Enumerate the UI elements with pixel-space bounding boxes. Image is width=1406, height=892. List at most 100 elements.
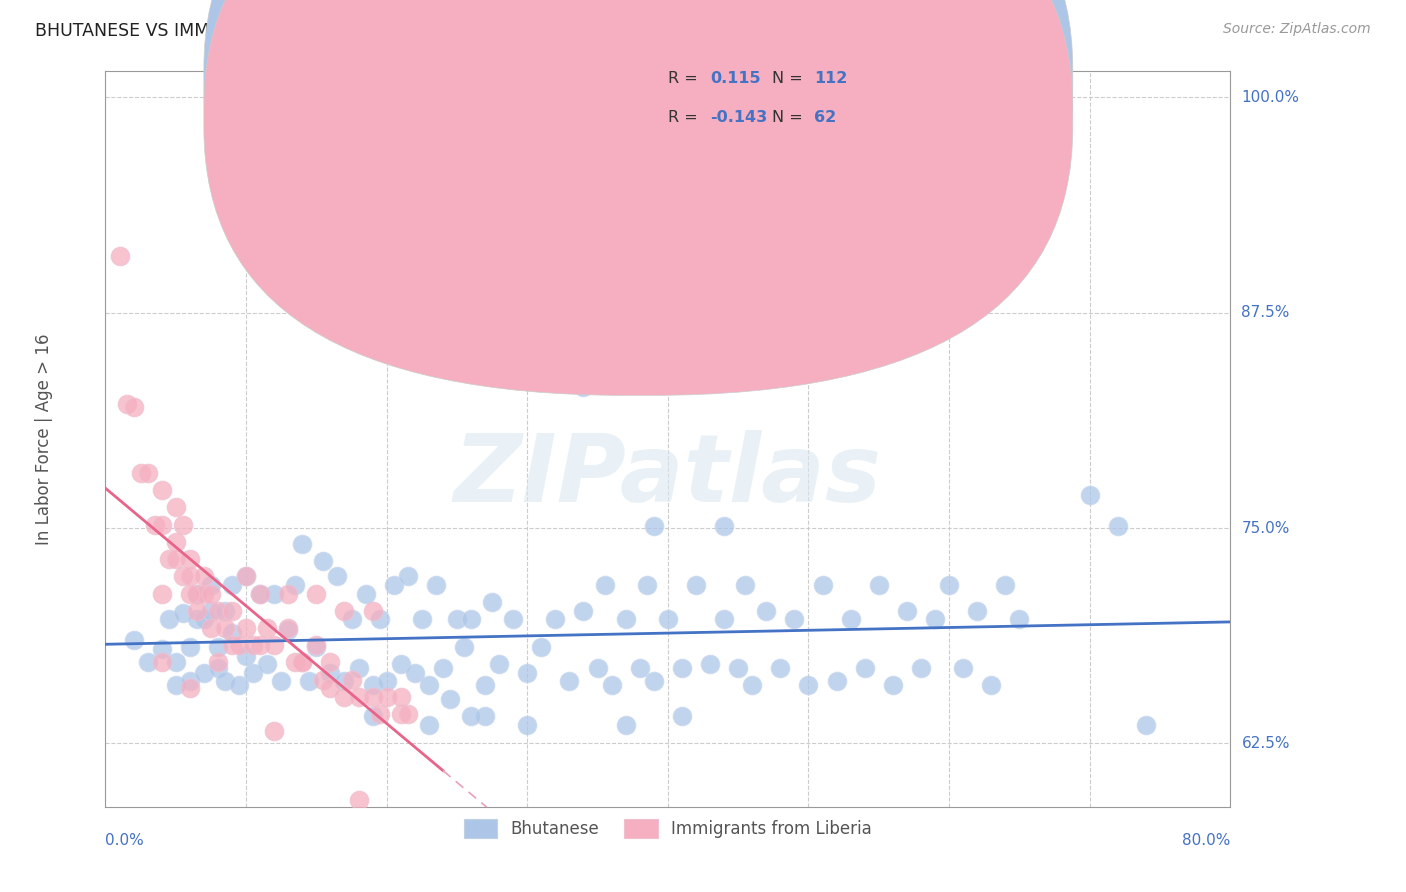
Point [347, 661, 370, 675]
Point [404, 665, 426, 680]
Point [143, 517, 166, 532]
Point [593, 578, 616, 592]
Point [221, 626, 243, 640]
Point [150, 483, 173, 497]
Point [389, 690, 412, 704]
Point [136, 466, 159, 480]
Point [122, 633, 145, 648]
Point [242, 665, 264, 680]
Point [291, 656, 314, 670]
Point [340, 612, 363, 626]
Point [896, 604, 918, 618]
Point [727, 661, 749, 675]
Point [446, 612, 468, 626]
Point [291, 656, 314, 670]
Point [797, 678, 820, 692]
Point [256, 657, 278, 672]
Point [157, 552, 180, 566]
Point [200, 578, 222, 592]
Point [1107, 519, 1129, 533]
Point [319, 681, 342, 696]
Point [284, 578, 307, 592]
Point [361, 690, 384, 704]
Point [657, 612, 679, 626]
Point [312, 673, 335, 687]
Point [389, 657, 412, 672]
Point [361, 678, 384, 692]
Text: N =: N = [772, 110, 808, 125]
Point [558, 674, 581, 689]
Text: 75.0%: 75.0% [1241, 521, 1289, 535]
Point [165, 500, 187, 515]
Point [214, 674, 236, 689]
Point [277, 586, 299, 600]
Text: 62: 62 [814, 110, 837, 125]
Point [586, 661, 609, 675]
Point [643, 519, 665, 533]
Point [270, 674, 292, 689]
Point [643, 674, 665, 689]
Point [825, 674, 848, 689]
Point [207, 656, 229, 670]
Point [924, 612, 946, 626]
Point [361, 604, 384, 618]
Point [460, 612, 482, 626]
Point [453, 640, 475, 654]
Point [186, 586, 208, 600]
Point [966, 604, 988, 618]
Point [340, 673, 363, 687]
Point [910, 661, 932, 675]
Point [572, 380, 595, 394]
Point [200, 621, 222, 635]
Point [375, 690, 398, 704]
Point [193, 665, 215, 680]
Point [277, 623, 299, 637]
Point [572, 604, 595, 618]
Point [347, 690, 370, 704]
Point [186, 612, 208, 626]
Point [319, 656, 342, 670]
Point [769, 661, 792, 675]
Point [291, 536, 314, 550]
Point [811, 578, 834, 592]
Point [389, 707, 412, 722]
Point [713, 519, 735, 533]
Point [186, 604, 208, 618]
Point [179, 681, 201, 696]
Point [980, 678, 1002, 692]
Text: 0.115: 0.115 [710, 71, 761, 87]
Point [172, 606, 194, 620]
Point [179, 674, 201, 689]
Point [474, 709, 496, 723]
Legend: Bhutanese, Immigrants from Liberia: Bhutanese, Immigrants from Liberia [456, 811, 880, 847]
Point [179, 586, 201, 600]
Point [193, 569, 215, 583]
Point [418, 678, 440, 692]
Point [699, 657, 721, 672]
Point [115, 397, 138, 411]
Point [474, 678, 496, 692]
Point [228, 678, 250, 692]
Point [221, 578, 243, 592]
Point [530, 640, 553, 654]
Point [1135, 717, 1157, 731]
Text: Source: ZipAtlas.com: Source: ZipAtlas.com [1223, 22, 1371, 37]
Point [1078, 488, 1101, 502]
Point [994, 578, 1017, 592]
Point [305, 640, 328, 654]
Point [179, 640, 201, 654]
Point [157, 612, 180, 626]
Point [502, 612, 524, 626]
Point [207, 604, 229, 618]
Point [354, 586, 377, 600]
Point [256, 621, 278, 635]
Point [108, 249, 131, 263]
Point [516, 665, 538, 680]
Point [263, 638, 285, 652]
Point [614, 612, 637, 626]
Point [628, 661, 651, 675]
Point [235, 569, 257, 583]
Point [333, 604, 356, 618]
Point [418, 717, 440, 731]
Point [284, 656, 307, 670]
